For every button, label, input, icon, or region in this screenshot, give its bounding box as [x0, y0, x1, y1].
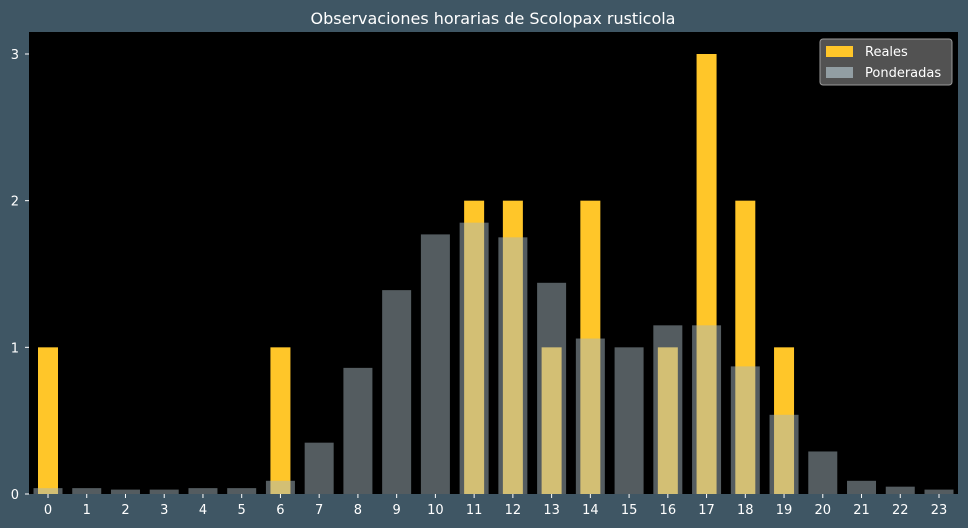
x-tick-label-12: 12 [505, 503, 522, 518]
bar-ponderadas-13 [537, 282, 567, 494]
x-axis: 0 1 2 3 4 5 6 7 8 9 10 11 12 13 14 15 16 17 18 19 20 21 22 23 [44, 494, 947, 518]
bar-ponderadas-4 [188, 488, 218, 494]
x-tick-label-20: 20 [815, 503, 832, 518]
x-tick-label-23: 23 [931, 503, 948, 518]
x-tick-label-10: 10 [427, 503, 444, 518]
bar-ponderadas-0 [33, 488, 63, 494]
bar-ponderadas-15 [614, 347, 644, 494]
bar-ponderadas-14 [575, 338, 605, 494]
x-tick-label-6: 6 [276, 503, 284, 518]
legend-swatch-ponderadas [826, 67, 853, 78]
bar-ponderadas-20 [808, 451, 838, 494]
x-tick-label-11: 11 [466, 503, 483, 518]
bar-ponderadas-1 [72, 488, 102, 494]
bar-ponderadas-12 [498, 237, 528, 495]
x-tick-label-14: 14 [582, 503, 599, 518]
bar-ponderadas-19 [769, 414, 799, 494]
bar-ponderadas-6 [265, 480, 295, 494]
legend-label-ponderadas: Ponderadas [865, 66, 941, 81]
bar-ponderadas-10 [420, 234, 450, 494]
bar-ponderadas-5 [227, 488, 257, 494]
bar-ponderadas-2 [110, 489, 140, 494]
x-tick-label-0: 0 [44, 503, 52, 518]
x-tick-label-3: 3 [160, 503, 168, 518]
y-tick-label-0: 0 [11, 488, 19, 503]
legend: Reales Ponderadas [819, 38, 953, 86]
x-tick-label-2: 2 [121, 503, 129, 518]
y-tick-label-3: 3 [11, 48, 19, 63]
x-tick-label-4: 4 [199, 503, 207, 518]
bar-ponderadas-21 [847, 480, 877, 494]
x-tick-label-21: 21 [853, 503, 870, 518]
x-tick-label-8: 8 [354, 503, 362, 518]
x-tick-label-1: 1 [83, 503, 91, 518]
y-axis: 0 1 2 3 [11, 48, 29, 503]
bar-ponderadas-11 [459, 222, 489, 494]
bar-ponderadas-16 [653, 325, 683, 494]
series-ponderadas [33, 222, 954, 495]
x-tick-label-9: 9 [393, 503, 401, 518]
bar-ponderadas-18 [730, 366, 760, 494]
bar-ponderadas-9 [382, 290, 412, 494]
bar-ponderadas-17 [692, 325, 722, 494]
y-tick-label-1: 1 [11, 341, 19, 356]
x-tick-label-18: 18 [737, 503, 754, 518]
legend-label-reales: Reales [865, 45, 908, 60]
x-tick-label-15: 15 [621, 503, 638, 518]
bar-ponderadas-3 [149, 489, 179, 494]
bar-ponderadas-7 [304, 442, 334, 494]
plot-area [29, 32, 958, 494]
bar-ponderadas-23 [924, 489, 954, 494]
x-tick-label-13: 13 [543, 503, 560, 518]
bar-reales-6 [270, 347, 291, 494]
bar-ponderadas-8 [343, 367, 373, 494]
chart-title: Observaciones horarias de Scolopax rusti… [311, 9, 676, 28]
x-tick-label-22: 22 [892, 503, 909, 518]
x-tick-label-5: 5 [238, 503, 246, 518]
bar-ponderadas-22 [885, 486, 915, 494]
legend-swatch-reales [826, 46, 853, 57]
x-tick-label-19: 19 [776, 503, 793, 518]
y-tick-label-2: 2 [11, 195, 19, 210]
x-tick-label-7: 7 [315, 503, 323, 518]
x-tick-label-17: 17 [698, 503, 715, 518]
x-tick-label-16: 16 [660, 503, 677, 518]
bar-reales-0 [38, 347, 58, 494]
